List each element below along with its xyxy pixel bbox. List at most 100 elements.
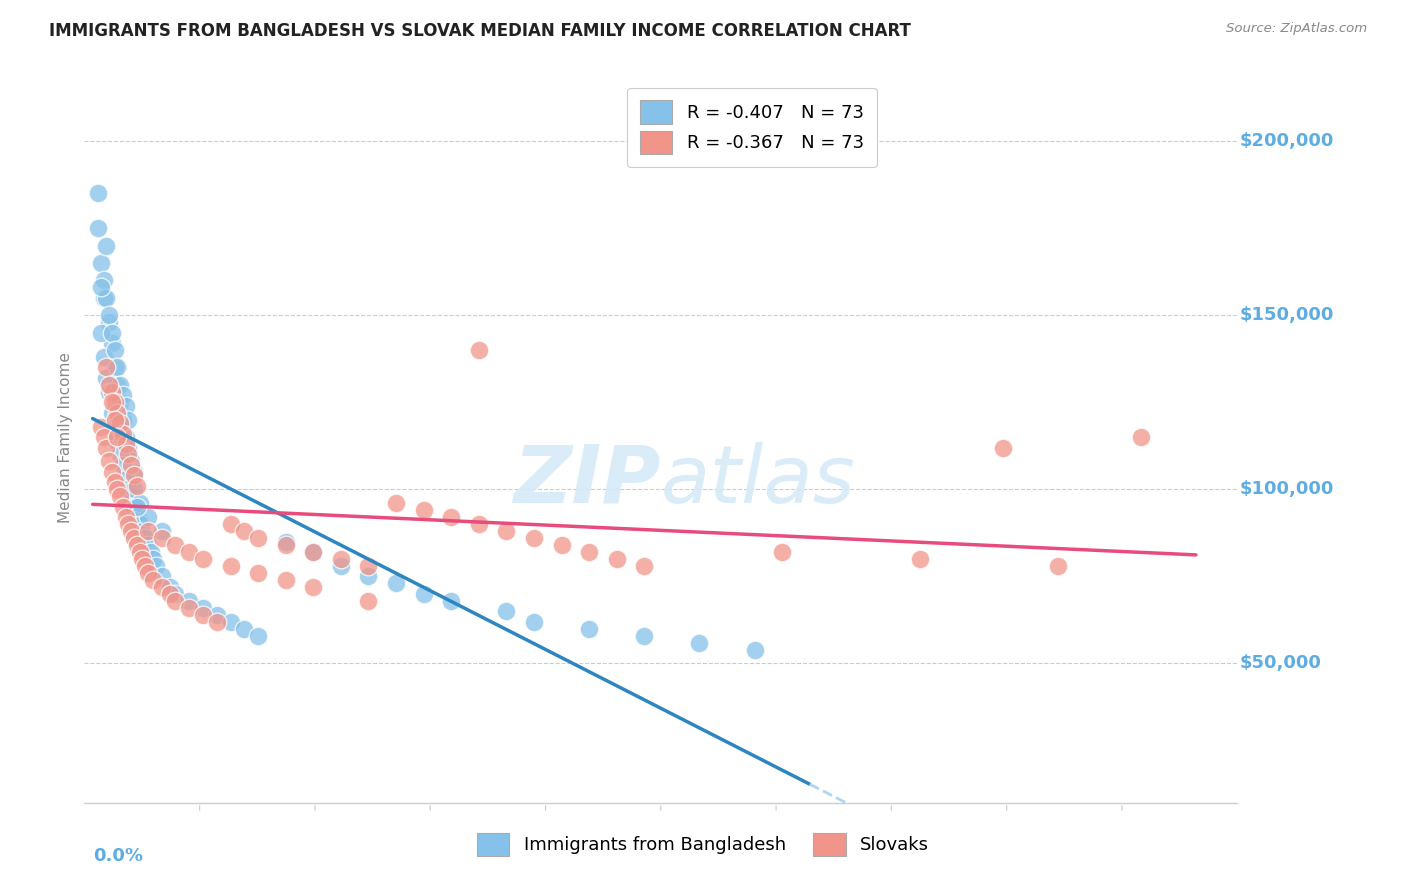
Point <box>142 552 165 566</box>
Point <box>104 412 127 426</box>
Point <box>578 545 600 559</box>
Point <box>136 524 159 538</box>
Point <box>131 524 153 538</box>
Point <box>495 524 517 538</box>
Point <box>688 635 710 649</box>
Y-axis label: Median Family Income: Median Family Income <box>58 351 73 523</box>
Point <box>233 524 256 538</box>
Point <box>274 534 297 549</box>
Point <box>93 273 115 287</box>
Point <box>110 395 132 409</box>
Point <box>134 531 156 545</box>
Point <box>114 430 136 444</box>
Point <box>205 607 228 622</box>
Point <box>120 524 142 538</box>
Point <box>111 426 134 441</box>
Point <box>247 629 270 643</box>
Point <box>104 419 127 434</box>
Point <box>440 510 463 524</box>
Point <box>90 326 112 340</box>
Point <box>101 336 124 351</box>
Point <box>550 538 572 552</box>
Point <box>412 503 434 517</box>
Point <box>385 576 408 591</box>
Text: $50,000: $50,000 <box>1240 655 1322 673</box>
Point <box>120 489 142 503</box>
Point <box>145 558 167 573</box>
Point <box>128 496 150 510</box>
Point <box>120 458 142 472</box>
Point <box>219 558 242 573</box>
Point <box>110 416 132 430</box>
Point <box>96 371 118 385</box>
Point <box>107 406 129 420</box>
Point <box>744 642 766 657</box>
Point <box>357 569 380 583</box>
Point <box>122 468 145 483</box>
Point <box>150 531 173 545</box>
Point <box>107 377 129 392</box>
Point <box>991 441 1014 455</box>
Point <box>219 615 242 629</box>
Text: 0.0%: 0.0% <box>93 847 142 864</box>
Point <box>136 538 159 552</box>
Point <box>90 419 112 434</box>
Point <box>179 594 201 608</box>
Point <box>117 517 139 532</box>
Point <box>606 552 628 566</box>
Point <box>191 607 214 622</box>
Point <box>117 412 139 426</box>
Point <box>90 280 112 294</box>
Point <box>96 360 118 375</box>
Point <box>98 308 121 322</box>
Point <box>468 343 491 357</box>
Point <box>87 221 110 235</box>
Point <box>302 545 325 559</box>
Point <box>125 500 148 514</box>
Point <box>139 545 162 559</box>
Point <box>117 483 139 497</box>
Point <box>128 517 150 532</box>
Point <box>107 430 129 444</box>
Point <box>93 350 115 364</box>
Point <box>101 406 124 420</box>
Legend: R = -0.407   N = 73, R = -0.367   N = 73: R = -0.407 N = 73, R = -0.367 N = 73 <box>627 87 876 167</box>
Point <box>101 384 124 399</box>
Point <box>191 600 214 615</box>
Point <box>159 587 181 601</box>
Point <box>150 569 173 583</box>
Point <box>98 454 121 468</box>
Point <box>114 510 136 524</box>
Text: atlas: atlas <box>661 442 856 520</box>
Point <box>179 600 201 615</box>
Point <box>107 434 129 448</box>
Point <box>93 291 115 305</box>
Point <box>98 377 121 392</box>
Point <box>114 399 136 413</box>
Point <box>302 545 325 559</box>
Point <box>104 395 127 409</box>
Point <box>98 315 121 329</box>
Point <box>93 430 115 444</box>
Point <box>90 256 112 270</box>
Point <box>523 615 546 629</box>
Point <box>134 558 156 573</box>
Point <box>191 552 214 566</box>
Point <box>274 538 297 552</box>
Point <box>122 483 145 497</box>
Point <box>302 580 325 594</box>
Point <box>205 615 228 629</box>
Point <box>136 566 159 580</box>
Point <box>117 441 139 455</box>
Point <box>468 517 491 532</box>
Point <box>1046 558 1069 573</box>
Point <box>114 437 136 451</box>
Point <box>1129 430 1152 444</box>
Point <box>523 531 546 545</box>
Point <box>110 377 132 392</box>
Point <box>233 622 256 636</box>
Point <box>128 545 150 559</box>
Point <box>385 496 408 510</box>
Point <box>96 291 118 305</box>
Point <box>111 388 134 402</box>
